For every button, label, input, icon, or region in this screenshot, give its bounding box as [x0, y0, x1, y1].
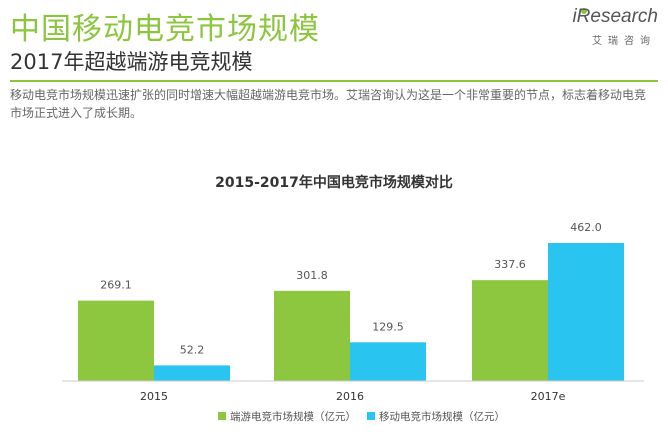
description-text: 移动电竞市场规模迅速扩张的同时增速大幅超越端游电竞市场。艾瑞咨询认为这是一个非常… [10, 88, 647, 120]
data-label-mobile-2016: 129.5 [372, 320, 404, 333]
page-title: 中国移动电竞市场规模 [10, 12, 320, 47]
bar-mobile-2016 [350, 342, 426, 381]
legend-label-mobile: 移动电竞市场规模（亿元） [379, 410, 505, 423]
data-label-mobile-2015: 52.2 [180, 343, 205, 356]
data-label-pc-2017e: 337.6 [494, 258, 526, 271]
data-label-mobile-2017e: 462.0 [570, 221, 602, 234]
logo-chinese-name: 艾瑞咨询 [592, 36, 656, 47]
x-tick-label-2016: 2016 [336, 390, 364, 403]
iresearch-logo: iResearch 艾瑞咨询 [572, 6, 658, 47]
x-tick-label-2015: 2015 [140, 390, 168, 403]
bar-pc-2016 [274, 290, 350, 381]
legend-label-pc: 端游电竞市场规模（亿元） [230, 410, 356, 423]
page-subtitle: 2017年超越端游电竞规模 [10, 50, 253, 74]
bar-pc-2015 [78, 300, 154, 381]
logo-wordmark: iResearch [572, 6, 658, 27]
title-divider [10, 80, 658, 82]
data-label-pc-2016: 301.8 [296, 269, 328, 282]
chart-title: 2015-2017年中国电竞市场规模对比 [215, 174, 453, 191]
chart-legend: 端游电竞市场规模（亿元） 移动电竞市场规模（亿元） [218, 410, 505, 423]
bar-mobile-2017e [548, 243, 624, 381]
bar-pc-2017e [472, 280, 548, 381]
x-tick-label-2017e: 2017e [531, 390, 566, 403]
data-label-pc-2015: 269.1 [100, 279, 132, 292]
logo-dot-icon [581, 8, 587, 14]
bar-mobile-2015 [154, 365, 230, 381]
legend-swatch-mobile [367, 412, 375, 420]
legend-swatch-pc [218, 412, 226, 420]
